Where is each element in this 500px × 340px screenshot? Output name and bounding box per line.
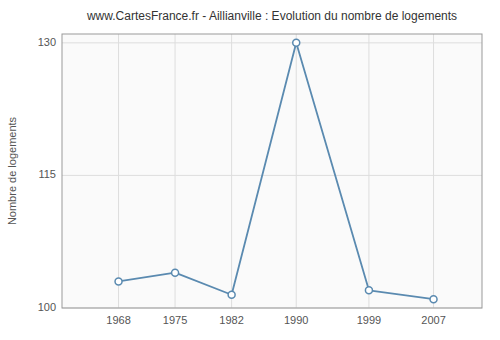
y-tick-label: 115 bbox=[38, 168, 56, 180]
y-tick-label: 130 bbox=[38, 36, 56, 48]
point bbox=[430, 296, 437, 303]
x-grid-line bbox=[118, 34, 119, 308]
x-tick-label: 1999 bbox=[357, 314, 381, 326]
y-grid-line bbox=[62, 175, 482, 176]
chart-container: 100 115 130 1968 1975 1982 1990 1999 2007 www.Car… bbox=[0, 0, 500, 340]
x-tick-label: 1975 bbox=[163, 314, 187, 326]
title: www.CartesFrance.fr - Aillianville : Evo… bbox=[86, 9, 457, 23]
x-tick-label: 1968 bbox=[106, 314, 130, 326]
plot-background bbox=[62, 34, 482, 308]
point bbox=[293, 39, 300, 46]
x-grid-line bbox=[175, 34, 176, 308]
point bbox=[365, 287, 372, 294]
plot-frame bbox=[62, 34, 482, 308]
x-grid-line bbox=[433, 34, 434, 308]
line bbox=[119, 43, 434, 299]
x-grid-line bbox=[368, 34, 369, 308]
x-tick-label: 1982 bbox=[219, 314, 243, 326]
axes: 100 115 130 1968 1975 1982 1990 1999 2007 bbox=[38, 34, 482, 326]
marks bbox=[115, 39, 437, 302]
y-tick-label: 100 bbox=[38, 301, 56, 313]
grid bbox=[62, 34, 482, 308]
point bbox=[115, 278, 122, 285]
point bbox=[228, 291, 235, 298]
x-grid-line bbox=[296, 34, 297, 308]
x-tick-label: 1990 bbox=[284, 314, 308, 326]
x-tick-label: 2007 bbox=[421, 314, 445, 326]
y-grid-line bbox=[62, 42, 482, 43]
chart-svg: 100 115 130 1968 1975 1982 1990 1999 2007 www.Car… bbox=[0, 0, 500, 340]
point bbox=[172, 269, 179, 276]
y-axis-label: Nombre de logements bbox=[6, 116, 18, 225]
x-grid-line bbox=[231, 34, 232, 308]
